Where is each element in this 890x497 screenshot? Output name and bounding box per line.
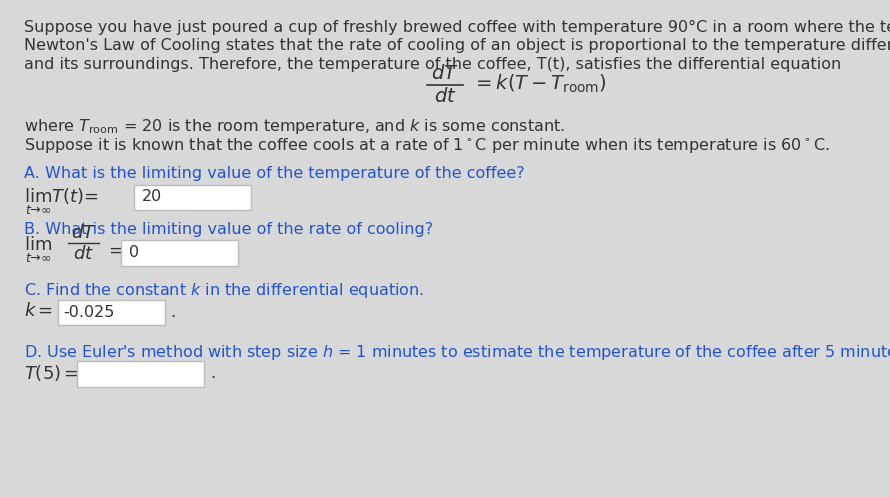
- Text: $dT$: $dT$: [71, 224, 97, 242]
- Text: .: .: [210, 366, 214, 381]
- Text: $\lim_{t\to\infty} T(t) =$: $\lim_{t\to\infty} T(t) =$: [24, 186, 99, 217]
- Text: $dt$: $dt$: [73, 245, 94, 263]
- Text: and its surroundings. Therefore, the temperature of the coffee, T(t), satisfies : and its surroundings. Therefore, the tem…: [24, 57, 842, 72]
- Text: D. Use Euler's method with step size $h$ = 1 minutes to estimate the temperature: D. Use Euler's method with step size $h$…: [24, 343, 890, 362]
- Text: Suppose it is known that the coffee cools at a rate of 1$^\circ$C per minute whe: Suppose it is known that the coffee cool…: [24, 136, 830, 155]
- Text: Suppose you have just poured a cup of freshly brewed coffee with temperature 90°: Suppose you have just poured a cup of fr…: [24, 19, 890, 35]
- Text: $\lim_{t\to\infty}$: $\lim_{t\to\infty}$: [24, 235, 53, 265]
- Text: $dT$: $dT$: [432, 64, 458, 83]
- Text: $dt$: $dt$: [433, 87, 457, 106]
- Text: 0: 0: [129, 245, 139, 260]
- FancyBboxPatch shape: [134, 184, 251, 210]
- Text: A. What is the limiting value of the temperature of the coffee?: A. What is the limiting value of the tem…: [24, 166, 525, 181]
- Text: $=$: $=$: [105, 241, 124, 259]
- Text: Newton's Law of Cooling states that the rate of cooling of an object is proporti: Newton's Law of Cooling states that the …: [24, 38, 890, 53]
- Text: 20: 20: [142, 189, 162, 204]
- Text: $= k(T - T_{\rm room})$: $= k(T - T_{\rm room})$: [473, 73, 607, 95]
- Text: $k =$: $k =$: [24, 302, 53, 320]
- FancyBboxPatch shape: [121, 240, 239, 265]
- Text: where $T_{\rm room}$ = 20 is the room temperature, and $k$ is some constant.: where $T_{\rm room}$ = 20 is the room te…: [24, 117, 565, 136]
- Text: -0.025: -0.025: [63, 305, 115, 320]
- Text: C. Find the constant $k$ in the differential equation.: C. Find the constant $k$ in the differen…: [24, 281, 425, 300]
- FancyBboxPatch shape: [58, 300, 165, 325]
- Text: $T(5) =$: $T(5) =$: [24, 363, 79, 383]
- FancyBboxPatch shape: [77, 361, 204, 387]
- Text: B. What is the limiting value of the rate of cooling?: B. What is the limiting value of the rat…: [24, 222, 433, 237]
- Text: .: .: [171, 305, 176, 320]
